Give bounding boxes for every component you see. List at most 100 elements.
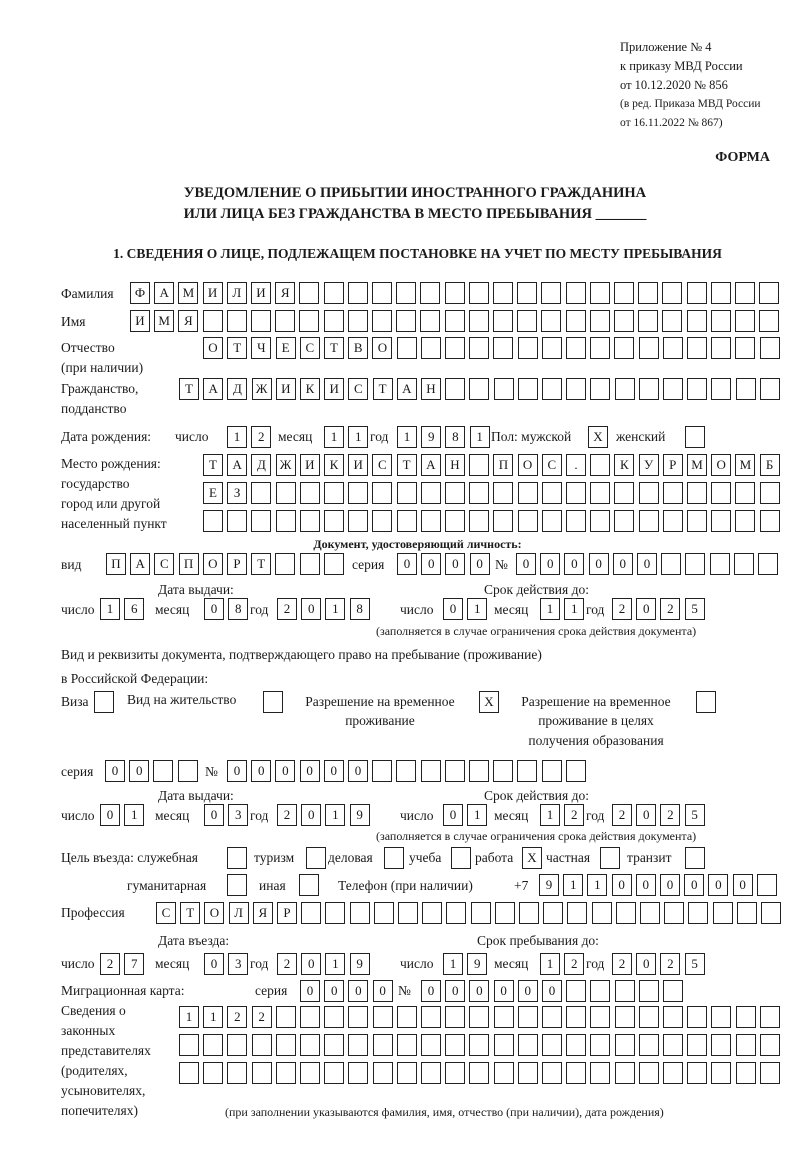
- char-box[interactable]: 0: [445, 980, 466, 1002]
- char-box[interactable]: 0: [540, 553, 561, 575]
- char-box[interactable]: 1: [564, 598, 585, 620]
- char-box[interactable]: И: [202, 282, 223, 304]
- char-box[interactable]: Т: [372, 378, 393, 400]
- char-box[interactable]: 2: [251, 1006, 272, 1028]
- char-box[interactable]: [663, 1062, 683, 1084]
- char-box[interactable]: [589, 282, 610, 304]
- checkbox-cell[interactable]: X: [479, 691, 499, 713]
- char-box[interactable]: [324, 1006, 345, 1028]
- char-box[interactable]: Р: [277, 902, 297, 924]
- char-box[interactable]: О: [711, 454, 732, 476]
- char-box[interactable]: 8: [228, 598, 249, 620]
- char-box[interactable]: [542, 1034, 562, 1056]
- checkbox-cell[interactable]: [299, 874, 319, 896]
- char-box[interactable]: Н: [445, 454, 465, 476]
- char-box[interactable]: [759, 510, 780, 532]
- char-box[interactable]: [203, 510, 223, 532]
- char-box[interactable]: А: [154, 282, 175, 304]
- checkbox-cell[interactable]: [263, 691, 283, 713]
- char-box[interactable]: [323, 310, 344, 332]
- char-box[interactable]: Д: [227, 378, 248, 400]
- char-box[interactable]: [590, 337, 611, 359]
- char-box[interactable]: [710, 310, 731, 332]
- char-box[interactable]: [396, 337, 417, 359]
- char-box[interactable]: [420, 337, 441, 359]
- char-box[interactable]: [469, 337, 490, 359]
- char-box[interactable]: [566, 482, 586, 504]
- char-box[interactable]: 0: [660, 874, 680, 896]
- char-box[interactable]: [398, 902, 418, 924]
- char-box[interactable]: [662, 310, 683, 332]
- char-box[interactable]: [590, 454, 611, 476]
- char-box[interactable]: 2: [660, 804, 681, 826]
- char-box[interactable]: Т: [324, 337, 344, 359]
- char-box[interactable]: [251, 310, 271, 332]
- char-box[interactable]: [735, 1006, 756, 1028]
- char-box[interactable]: 1: [124, 804, 145, 826]
- char-box[interactable]: [735, 1034, 756, 1056]
- char-box[interactable]: [761, 902, 781, 924]
- char-box[interactable]: 1: [469, 426, 490, 448]
- char-box[interactable]: 0: [542, 980, 562, 1002]
- checkbox-cell[interactable]: [306, 847, 326, 869]
- char-box[interactable]: 2: [227, 1006, 248, 1028]
- char-box[interactable]: [445, 378, 466, 400]
- char-box[interactable]: 0: [204, 598, 224, 620]
- char-box[interactable]: [517, 760, 538, 782]
- char-box[interactable]: М: [178, 282, 199, 304]
- char-box[interactable]: [227, 1062, 248, 1084]
- char-box[interactable]: [759, 1034, 780, 1056]
- char-box[interactable]: [469, 482, 490, 504]
- char-box[interactable]: [615, 902, 636, 924]
- char-box[interactable]: [541, 310, 562, 332]
- char-box[interactable]: 0: [275, 760, 296, 782]
- char-box[interactable]: И: [348, 454, 369, 476]
- char-box[interactable]: [733, 553, 754, 575]
- char-box[interactable]: [372, 1062, 393, 1084]
- char-box[interactable]: [444, 760, 465, 782]
- char-box[interactable]: [711, 1034, 732, 1056]
- checkbox-cell[interactable]: X: [588, 426, 608, 448]
- char-box[interactable]: 0: [100, 804, 120, 826]
- char-box[interactable]: [251, 510, 272, 532]
- char-box[interactable]: З: [227, 482, 248, 504]
- char-box[interactable]: [638, 510, 659, 532]
- char-box[interactable]: [687, 482, 707, 504]
- char-box[interactable]: [614, 310, 634, 332]
- char-box[interactable]: 1: [325, 953, 346, 975]
- char-box[interactable]: [275, 1062, 296, 1084]
- char-box[interactable]: 2: [277, 804, 297, 826]
- char-box[interactable]: [663, 1034, 683, 1056]
- char-box[interactable]: [153, 760, 174, 782]
- char-box[interactable]: П: [493, 454, 514, 476]
- char-box[interactable]: 0: [204, 953, 224, 975]
- char-box[interactable]: [735, 510, 756, 532]
- char-box[interactable]: А: [396, 378, 417, 400]
- char-box[interactable]: 0: [612, 553, 633, 575]
- char-box[interactable]: [638, 482, 659, 504]
- char-box[interactable]: [348, 482, 369, 504]
- char-box[interactable]: [663, 980, 683, 1002]
- char-box[interactable]: [348, 510, 369, 532]
- char-box[interactable]: [759, 378, 780, 400]
- char-box[interactable]: 0: [348, 980, 369, 1002]
- char-box[interactable]: [324, 1062, 345, 1084]
- char-box[interactable]: Р: [227, 553, 247, 575]
- char-box[interactable]: [324, 510, 344, 532]
- char-box[interactable]: Ч: [251, 337, 272, 359]
- char-box[interactable]: [203, 1062, 224, 1084]
- char-box[interactable]: С: [156, 902, 176, 924]
- char-box[interactable]: [614, 1006, 635, 1028]
- checkbox-cell[interactable]: [94, 691, 114, 713]
- char-box[interactable]: 0: [372, 980, 393, 1002]
- char-box[interactable]: 9: [349, 953, 370, 975]
- char-box[interactable]: [541, 760, 562, 782]
- char-box[interactable]: 0: [227, 760, 247, 782]
- char-box[interactable]: 1: [540, 598, 560, 620]
- char-box[interactable]: 1: [203, 1006, 224, 1028]
- char-box[interactable]: [299, 282, 320, 304]
- char-box[interactable]: 9: [421, 426, 442, 448]
- char-box[interactable]: [614, 378, 635, 400]
- char-box[interactable]: 0: [324, 980, 345, 1002]
- char-box[interactable]: Т: [227, 337, 248, 359]
